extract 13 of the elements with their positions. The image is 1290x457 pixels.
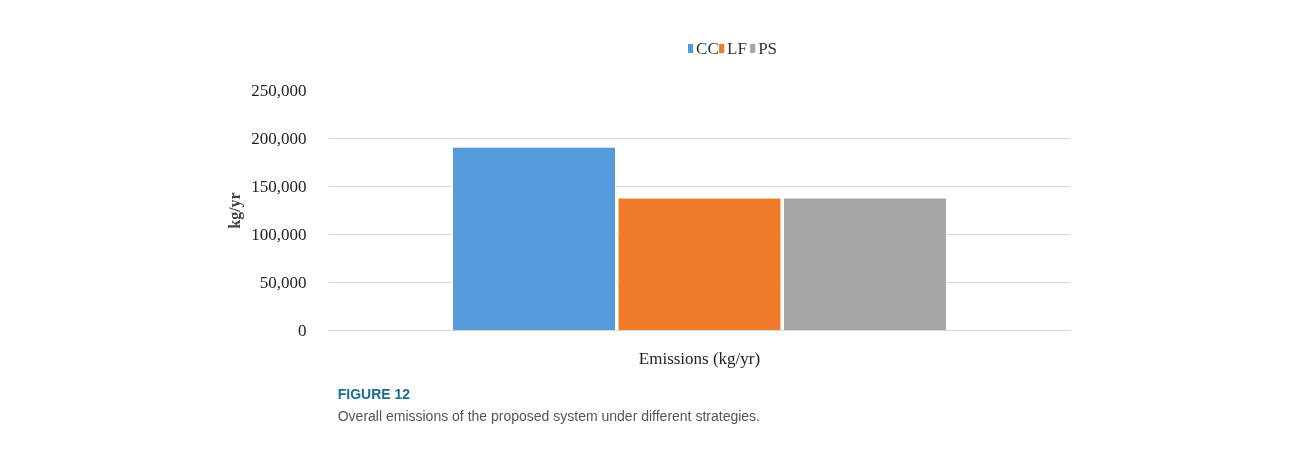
y-tick-label: 150,000 (251, 177, 307, 196)
y-tick-label: 0 (298, 321, 307, 340)
y-tick-label: 100,000 (251, 225, 307, 244)
legend-label: CC (696, 39, 719, 58)
text: Overall emissions of the proposed system under different strategies. (337, 407, 760, 424)
x-tick-label: Emissions (kg/yr) (638, 348, 761, 368)
y-tick-label: 250,000 (251, 81, 307, 100)
caption: FIGURE 12 (337, 385, 411, 402)
legend-label: PS (758, 39, 778, 58)
y-axis-title: kg/yr (226, 192, 245, 229)
y-tick-label: 200,000 (251, 129, 307, 148)
legend-label: LF (727, 39, 747, 58)
y-tick-label: 50,000 (259, 273, 307, 292)
